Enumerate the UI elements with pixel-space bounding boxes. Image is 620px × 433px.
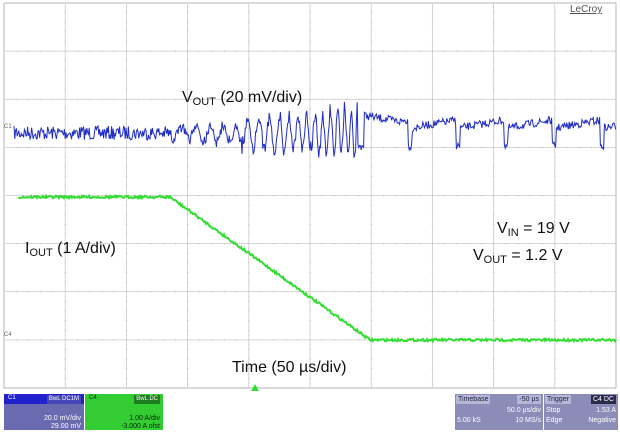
channel-4-offset: -3.000 A ofst xyxy=(121,423,160,430)
trigger-descriptor[interactable]: Trigger C4 DC Stop 1.53 A Edge Negative xyxy=(544,394,618,430)
iout-annotation: IOUT (1 A/div) xyxy=(25,240,116,259)
vin-annotation: VIN = 19 V xyxy=(497,220,570,239)
timebase-delay: -50 µs xyxy=(517,395,541,404)
iout-trace xyxy=(17,193,617,344)
trigger-slope: Negative xyxy=(588,417,616,424)
channel-1-header: C1 xyxy=(4,394,84,404)
channel-1-offset: 29.00 mV xyxy=(51,423,81,430)
trigger-position-marker xyxy=(251,384,259,391)
timebase-descriptor[interactable]: Timebase -50 µs 50.0 µs/div 5.00 kS 10 M… xyxy=(455,394,543,430)
channel-4-scale: 1.00 A/div xyxy=(129,415,160,422)
timebase-samples: 5.00 kS xyxy=(457,417,481,424)
timebase-per-div: 50.0 µs/div xyxy=(507,407,541,414)
waveform-display xyxy=(3,2,617,391)
trigger-type: Edge xyxy=(546,417,563,424)
trigger-source: C4 DC xyxy=(590,395,616,404)
channel-4-descriptor[interactable]: C4 BwL DC 1.00 A/div -3.000 A ofst xyxy=(85,394,163,430)
time-annotation: Time (50 µs/div) xyxy=(232,359,347,376)
brand-logo: LeCroy xyxy=(570,4,603,15)
trigger-label: Trigger xyxy=(545,395,571,404)
c1-ground-marker: C1 xyxy=(4,124,12,130)
c4-ground-marker: C4 xyxy=(4,332,12,338)
trigger-level: 1.53 A xyxy=(596,407,616,414)
channel-1-scale: 20.0 mV/div xyxy=(44,415,81,422)
trigger-mode: Stop xyxy=(546,407,561,414)
graticule-grid xyxy=(3,2,617,389)
vout-value-annotation: VOUT = 1.2 V xyxy=(473,247,563,266)
channel-4-header: C4 xyxy=(85,394,163,404)
vout-annotation: VOUT (20 mV/div) xyxy=(182,89,303,108)
channel-1-descriptor[interactable]: C1 BwL DC1M 20.0 mV/div 29.00 mV xyxy=(4,394,84,430)
timebase-label: Timebase xyxy=(456,395,491,404)
channel-1-coupling: BwL DC1M xyxy=(46,395,81,404)
vout-trace xyxy=(13,101,617,158)
timebase-rate: 10 MS/s xyxy=(515,417,541,424)
channel-4-coupling: BwL DC xyxy=(134,395,160,404)
